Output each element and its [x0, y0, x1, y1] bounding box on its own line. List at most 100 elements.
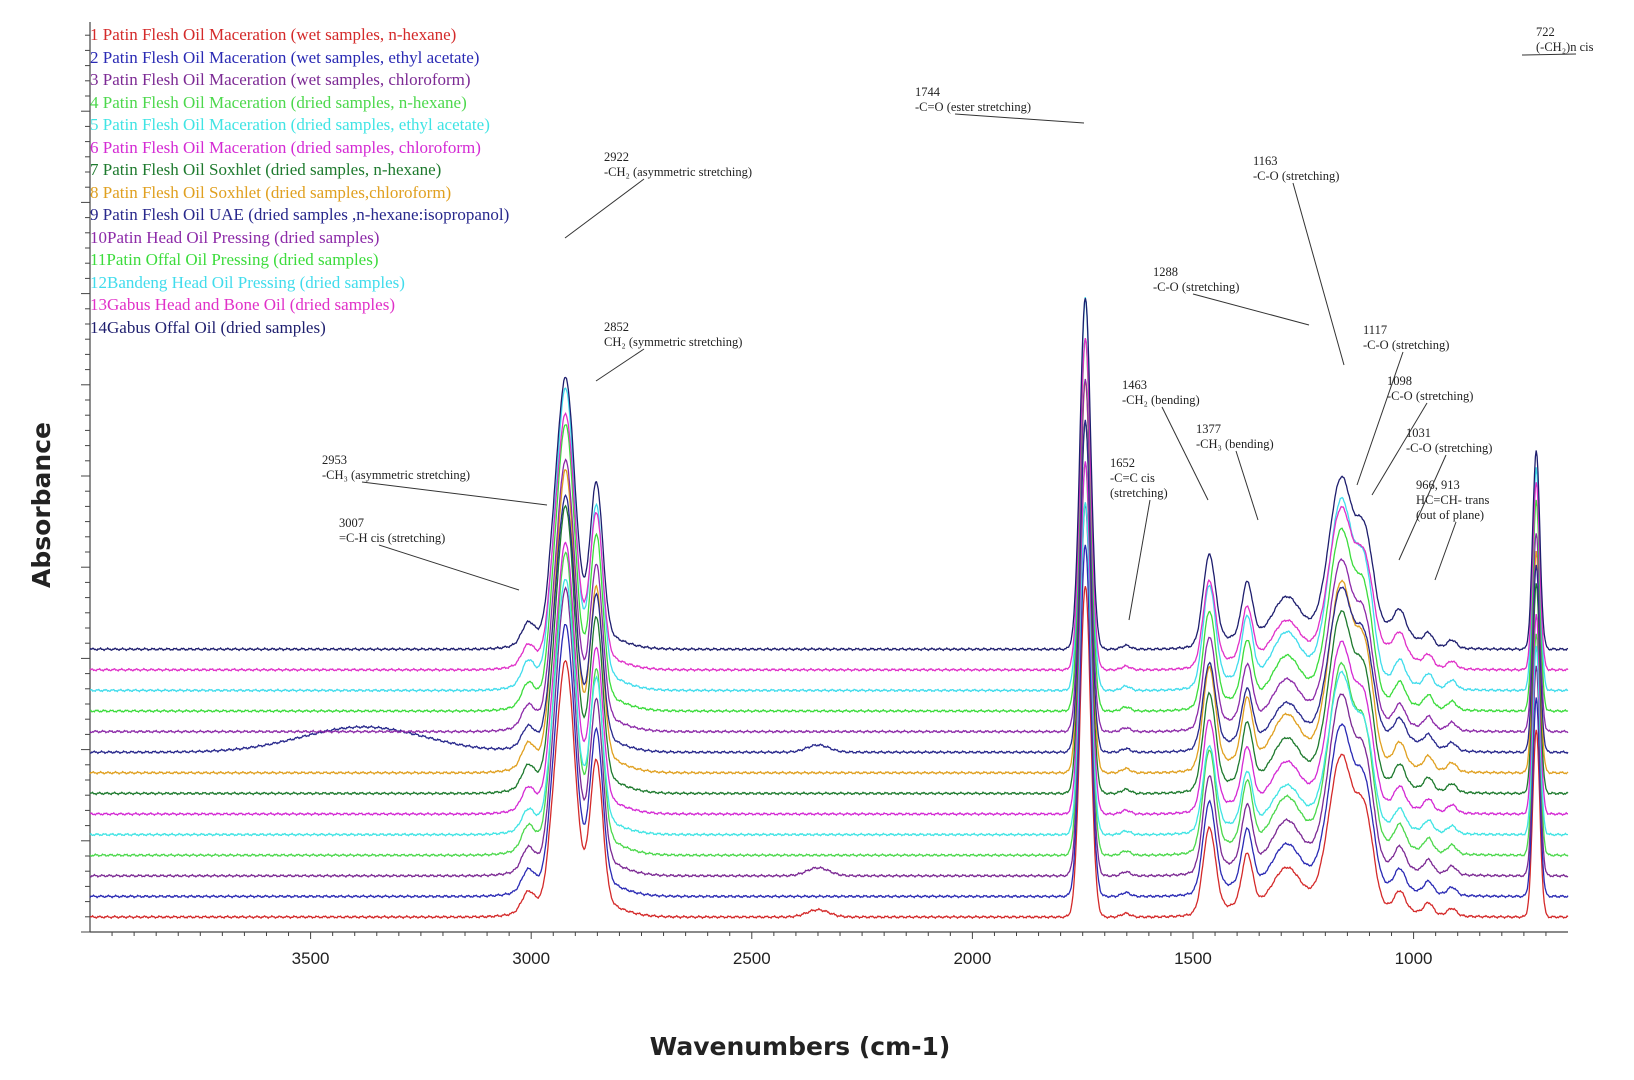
legend-label: Patin Flesh Oil Soxhlet (dried samples,c… — [102, 182, 452, 202]
legend-number: 5 — [90, 115, 103, 134]
spectrum-line-4 — [89, 462, 1569, 858]
x-tick-label: 3500 — [292, 949, 330, 968]
annotation-text: -C-O (stretching) — [1363, 338, 1449, 352]
peak-annotation-1377: 1377-CH₃ (bending) — [1196, 422, 1274, 521]
legend-number: 8 — [90, 182, 103, 202]
annotation-text: (stretching) — [1110, 486, 1168, 500]
annotation-text: 1117 — [1363, 323, 1387, 337]
annotation-leader-line — [1161, 406, 1209, 501]
legend-entry-2: 2 Patin Flesh Oil Maceration (wet sample… — [90, 47, 509, 70]
spectrum-line-9 — [90, 419, 1569, 755]
legend-entry-8: 8 Patin Flesh Oil Soxhlet (dried samples… — [90, 182, 509, 205]
legend-label: Patin Flesh Oil Soxhlet (dried samples, … — [102, 160, 442, 179]
spectrum-line-2 — [89, 544, 1569, 899]
peak-annotation-1098: 1098-C-O (stretching) — [1371, 374, 1473, 496]
legend-entry-14: 14Gabus Offal Oil (dried samples) — [90, 317, 509, 340]
peak-annotation-1163: 1163-C-O (stretching) — [1253, 154, 1345, 366]
legend-label: Patin Flesh Oil Maceration (wet samples,… — [102, 25, 457, 44]
annotation-text: -CH₂ (bending) — [1122, 393, 1200, 407]
annotation-text: -C-O (stretching) — [1406, 441, 1492, 455]
legend-number: 11 — [90, 250, 107, 269]
annotation-leader-line — [1356, 351, 1404, 486]
x-tick-label: 2500 — [733, 949, 771, 968]
spectrum-line-7 — [89, 421, 1569, 796]
x-tick-label: 2000 — [953, 949, 991, 968]
annotation-text: =C-H cis (stretching) — [339, 531, 445, 545]
annotation-text: 1463 — [1122, 378, 1147, 392]
legend-number: 6 — [90, 137, 103, 157]
peak-annotation-1117: 1117-C-O (stretching) — [1356, 323, 1449, 486]
x-tick-label: 1000 — [1395, 949, 1433, 968]
legend-number: 3 — [90, 70, 103, 89]
annotation-text: -CH₃ (bending) — [1196, 437, 1274, 451]
annotation-text: 1744 — [915, 85, 941, 99]
legend-number: 13 — [90, 295, 107, 314]
peak-annotation-1652: 1652-C=C cis(stretching) — [1110, 456, 1168, 621]
annotation-text: 1031 — [1406, 426, 1431, 440]
annotation-text: (out of plane) — [1416, 508, 1484, 522]
annotation-text: 3007 — [339, 516, 364, 530]
annotation-leader-line — [378, 544, 520, 591]
annotation-leader-line — [361, 481, 548, 506]
legend-entry-13: 13Gabus Head and Bone Oil (dried samples… — [90, 294, 509, 317]
legend-number: 12 — [90, 272, 107, 292]
annotation-text: -C-O (stretching) — [1153, 280, 1239, 294]
legend-label: Patin Flesh Oil Maceration (dried sample… — [102, 92, 467, 112]
peak-annotation-1288: 1288-C-O (stretching) — [1153, 265, 1310, 326]
legend-label: Patin Flesh Oil Maceration (wet samples,… — [102, 47, 480, 67]
legend-number: 9 — [90, 205, 103, 224]
peak-annotation-722: 722(-CH₂)n cis — [1521, 25, 1594, 56]
annotation-text: -CH₂ (asymmetric stretching) — [604, 165, 752, 179]
legend-entry-4: 4 Patin Flesh Oil Maceration (dried samp… — [90, 92, 509, 115]
peak-annotation-2953: 2953-CH₃ (asymmetric stretching) — [322, 453, 548, 506]
spectra — [89, 297, 1569, 920]
legend-entry-11: 11Patin Offal Oil Pressing (dried sample… — [90, 249, 509, 272]
annotation-text: 1377 — [1196, 422, 1221, 436]
legend-label: Patin Offal Oil Pressing (dried samples) — [106, 250, 379, 269]
legend-label: Bandeng Head Oil Pressing (dried samples… — [107, 272, 405, 292]
legend-entry-9: 9 Patin Flesh Oil UAE (dried samples ,n-… — [90, 204, 509, 227]
spectrum-line-12 — [89, 297, 1569, 693]
annotation-leader-line — [1235, 450, 1259, 521]
legend-number: 2 — [90, 47, 103, 67]
legend-entry-10: 10Patin Head Oil Pressing (dried samples… — [90, 227, 509, 250]
legend-number: 10 — [90, 227, 107, 247]
annotation-leader-line — [954, 113, 1085, 124]
legend-label: Gabus Offal Oil (dried samples) — [107, 317, 326, 337]
y-axis-title: Absorbance — [27, 422, 56, 588]
annotation-leader-line — [1292, 182, 1345, 366]
annotation-text: CH₂ (symmetric stretching) — [604, 335, 742, 349]
peak-annotation-2922: 2922-CH₂ (asymmetric stretching) — [564, 150, 752, 239]
peak-annotation-3007: 3007=C-H cis (stretching) — [339, 516, 520, 591]
spectrum-line-14 — [89, 298, 1569, 652]
annotation-leader-line — [1128, 499, 1151, 621]
legend-label: Patin Flesh Oil Maceration (dried sample… — [102, 137, 481, 157]
annotation-text: -C=C cis — [1110, 471, 1155, 485]
annotation-leader-line — [1434, 521, 1457, 581]
legend-number: 14 — [90, 317, 107, 337]
annotation-text: -C-O (stretching) — [1387, 389, 1473, 403]
legend-number: 1 — [90, 25, 103, 44]
annotation-leader-line — [564, 178, 645, 239]
annotation-text: 722 — [1536, 25, 1555, 39]
annotations: 722(-CH₂)n cis 1744-C=O (ester stretching… — [322, 25, 1594, 621]
annotation-text: 1652 — [1110, 456, 1135, 470]
peak-annotation-1031: 1031-C-O (stretching) — [1398, 426, 1492, 561]
annotation-leader-line — [595, 348, 645, 382]
spectrum-line-1 — [89, 586, 1569, 920]
x-tick-label: 1500 — [1174, 949, 1212, 968]
legend-entry-6: 6 Patin Flesh Oil Maceration (dried samp… — [90, 137, 509, 160]
legend-label: Patin Flesh Oil Maceration (dried sample… — [102, 115, 490, 134]
peak-annotation-1463: 1463-CH₂ (bending) — [1122, 378, 1209, 501]
legend-entry-7: 7 Patin Flesh Oil Soxhlet (dried samples… — [90, 159, 509, 182]
spectrum-line-11 — [89, 338, 1569, 714]
annotation-leader-line — [1398, 454, 1447, 561]
spectrum-line-10 — [89, 378, 1569, 734]
legend-number: 4 — [90, 92, 103, 112]
legend-number: 7 — [90, 160, 103, 179]
spectrum-line-3 — [89, 502, 1569, 879]
annotation-leader-line — [1192, 293, 1310, 326]
